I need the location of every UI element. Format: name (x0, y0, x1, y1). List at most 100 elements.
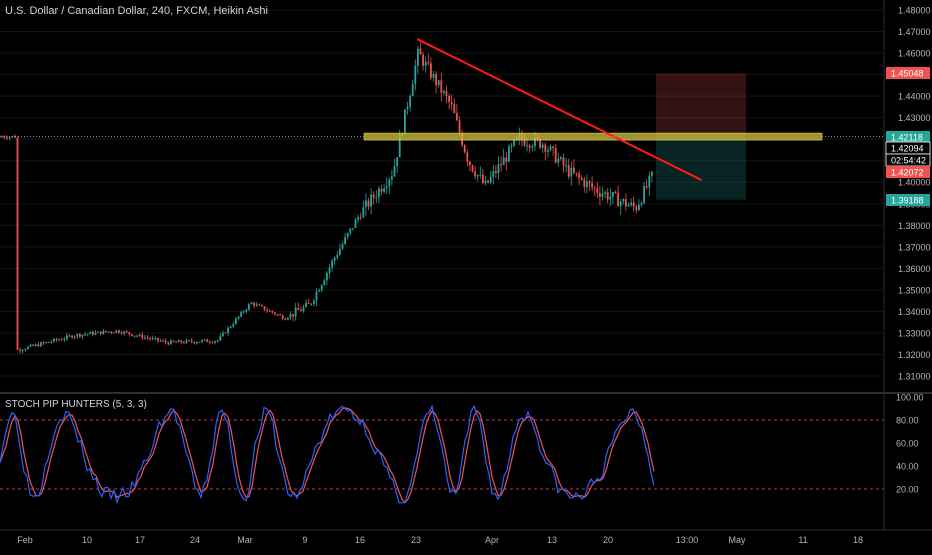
candle (203, 339, 206, 341)
candle (370, 194, 372, 207)
time-tick-label: Apr (485, 535, 499, 545)
candle (47, 342, 50, 344)
price-label-current (886, 131, 930, 143)
candle (92, 332, 94, 335)
price-tick-label: 1.48000 (898, 6, 931, 16)
candle (354, 219, 357, 228)
candles (1, 42, 653, 354)
price-label-ask (886, 166, 930, 178)
candle (198, 341, 201, 343)
price-label-text: 1.45048 (891, 69, 924, 79)
candle (385, 186, 388, 189)
candle (502, 157, 505, 166)
candle (372, 194, 375, 198)
candle (297, 307, 300, 311)
candle (567, 165, 570, 177)
time-tick-label: 24 (190, 535, 200, 545)
candle (19, 349, 21, 352)
time-tick-label: 16 (355, 535, 365, 545)
candle (391, 176, 393, 180)
candle (292, 314, 294, 317)
oscillator-tick-label: 60.00 (896, 439, 919, 449)
time-tick-label: Mar (237, 535, 253, 545)
candle (170, 340, 172, 345)
candle (118, 330, 120, 333)
candle (279, 314, 281, 316)
candle (14, 135, 16, 138)
candle (596, 188, 599, 194)
candle (190, 340, 193, 342)
time-tick-label: 11 (798, 535, 807, 545)
price-tick-label: 1.37000 (898, 242, 931, 252)
candle (227, 327, 229, 334)
candle (242, 311, 245, 313)
candle (409, 96, 411, 108)
candle (63, 338, 66, 340)
candle (562, 157, 565, 166)
candle (474, 171, 476, 177)
price-label-text: 1.42094 (891, 144, 924, 154)
time-tick-label: Feb (17, 535, 33, 545)
time-tick-label: 23 (411, 535, 421, 545)
candle (313, 300, 315, 304)
pane-separator (0, 392, 932, 394)
candle (339, 248, 341, 256)
candle (66, 335, 68, 339)
price-tick-label: 1.35000 (898, 285, 931, 295)
candle (417, 48, 419, 66)
candle (263, 306, 266, 310)
price-tick-label: 1.40000 (898, 178, 931, 188)
candle (435, 73, 437, 86)
candle (333, 257, 336, 261)
candle (445, 91, 448, 97)
candle (284, 319, 287, 321)
candle (258, 304, 261, 306)
candle (16, 137, 19, 350)
candle (453, 103, 456, 114)
candle (357, 217, 359, 220)
candle (245, 309, 248, 312)
candle (157, 337, 159, 341)
candle (497, 164, 500, 174)
candle (37, 344, 40, 347)
grid-lines (0, 9, 884, 377)
candle (3, 136, 6, 138)
candle (261, 305, 263, 307)
candle (625, 199, 627, 207)
candle (97, 331, 99, 333)
candle (450, 102, 453, 104)
candle (622, 199, 625, 202)
candle (180, 340, 183, 343)
candle (609, 196, 612, 200)
candle (255, 304, 258, 306)
candle (632, 202, 635, 207)
price-label-text: 1.42072 (891, 168, 924, 178)
candle (627, 204, 630, 207)
candle (557, 158, 560, 163)
candle (336, 255, 339, 258)
oscillator-tick-label: 100.00 (896, 393, 924, 403)
candle (40, 342, 42, 347)
candle (128, 332, 131, 335)
candle (32, 344, 34, 346)
price-tick-label: 1.38000 (898, 221, 931, 231)
candle (331, 260, 333, 268)
price-label-text: 1.39188 (891, 196, 924, 206)
oscillator-title: STOCH PIP HUNTERS (5, 3, 3) (5, 399, 147, 410)
candle (250, 302, 253, 305)
candle (323, 280, 326, 285)
candle (346, 233, 349, 238)
candle (643, 185, 645, 203)
candle (365, 200, 367, 208)
price-tick-label: 1.36000 (898, 264, 931, 274)
candle (432, 73, 435, 78)
candle (149, 338, 151, 340)
candle (463, 145, 466, 153)
candle (547, 150, 549, 152)
candle (588, 181, 591, 184)
candle (94, 332, 97, 335)
candle (510, 145, 513, 147)
candle (131, 334, 133, 336)
